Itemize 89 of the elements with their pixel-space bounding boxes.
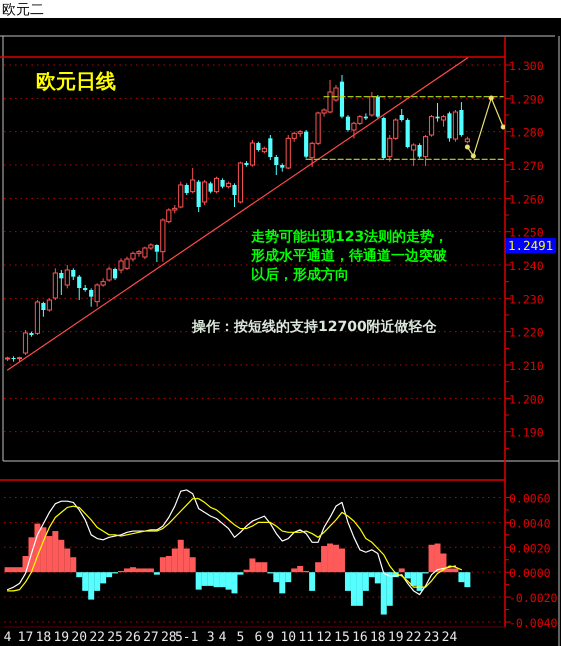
candlestick: [435, 102, 440, 122]
y-tick-label: 1.220: [509, 326, 544, 340]
candlestick: [440, 114, 446, 128]
candlestick: [89, 288, 94, 308]
x-tick-label: 25: [107, 630, 123, 645]
y-tick-label: 1.270: [509, 159, 544, 173]
y-tick-label: 0.0000: [509, 566, 551, 580]
annotation: 操作：按短线的支持12700附近做轻仓: [191, 318, 438, 335]
x-tick-label: 4: [218, 630, 227, 645]
candlestick: [274, 154, 278, 176]
x-tick-label: 5: [236, 630, 244, 645]
y-tick-label: 1.210: [509, 359, 544, 373]
bar: [309, 572, 316, 591]
point: [470, 154, 476, 158]
point: [500, 124, 505, 130]
x-tick-label: 9: [266, 630, 274, 645]
x-tick-label: 4: [4, 630, 12, 645]
x-tick-label: 6: [254, 630, 262, 645]
candlestick: [208, 181, 213, 194]
candlestick: [418, 142, 422, 159]
x-tick-label: 3: [206, 630, 215, 645]
bar: [154, 572, 160, 575]
candlestick: [214, 176, 220, 194]
candlestick: [41, 301, 46, 318]
candlestick: [232, 182, 237, 208]
candlestick: [268, 134, 272, 160]
x-tick-label: 19: [388, 630, 404, 645]
candlestick: [64, 264, 70, 289]
annotation: 走势可能出现123法则的走势，形成水平通道，待通道一边突破以后，形成方向: [250, 229, 448, 283]
candlestick: [376, 94, 380, 119]
candlestick: [178, 181, 184, 209]
y-tick-label: 1.250: [509, 226, 544, 240]
y-tick-label: 1.200: [509, 392, 544, 406]
y-tick-label: 1.190: [509, 426, 544, 440]
x-tick-label: 28: [160, 630, 177, 645]
candlestick: [71, 268, 76, 280]
candlestick: [346, 114, 350, 132]
candlestick: [154, 244, 159, 262]
candlestick: [256, 141, 260, 152]
candlestick: [46, 298, 52, 312]
y-tick-label: 0.0040: [509, 516, 551, 530]
x-tick-label: 22: [89, 630, 105, 645]
candlestick: [112, 267, 118, 280]
candlestick: [250, 140, 255, 168]
x-tick-label: 11: [298, 630, 314, 645]
chart-title: 欧元二: [2, 2, 44, 18]
candlestick: [59, 270, 64, 296]
candlestick: [77, 274, 82, 300]
y-tick-label: 1.300: [509, 59, 544, 73]
candlestick: [22, 330, 28, 356]
bar: [398, 568, 405, 572]
x-tick-label: 15: [334, 630, 350, 645]
candlestick: [422, 134, 428, 166]
candlestick: [428, 114, 434, 138]
y-tick-label: 1.230: [509, 292, 544, 306]
point: [464, 144, 470, 150]
y-tick-label: -0.0040: [509, 616, 558, 630]
candlestick: [190, 168, 196, 194]
x-tick-label: 24: [442, 630, 458, 645]
y-tick-label: 1.290: [509, 92, 544, 106]
x-tick-label: 16: [352, 630, 368, 645]
text: 1.2491: [508, 238, 554, 253]
annotation: 欧元日线: [36, 69, 116, 93]
candlestick: [184, 182, 189, 196]
x-tick-label: 18: [370, 630, 386, 645]
x-tick-label: 19: [53, 630, 70, 645]
candlestick: [220, 178, 225, 189]
y-tick-label: 1.260: [509, 192, 544, 206]
point: [488, 96, 494, 100]
y-tick-label: 0.0020: [509, 541, 551, 556]
x-tick-label: 22: [406, 630, 422, 645]
x-tick-label: 27: [143, 630, 159, 645]
x-tick-label: 26: [125, 630, 141, 645]
x-tick-label: 5-1: [174, 630, 198, 645]
candlestick: [106, 266, 112, 282]
candlestick: [400, 108, 404, 122]
y-tick-label: -0.0020: [509, 591, 558, 606]
x-tick-label: 12: [316, 630, 332, 645]
x-tick-label: 20: [71, 630, 88, 645]
y-tick-label: 0.0060: [509, 491, 551, 506]
x-tick-label: 23: [424, 630, 440, 645]
x-tick-label: 18: [36, 630, 52, 645]
x-tick-label: 10: [280, 630, 296, 645]
candlestick: [411, 142, 416, 166]
candlestick: [202, 180, 208, 206]
y-tick-label: 1.280: [509, 126, 544, 140]
candlestick: [369, 92, 374, 118]
y-tick-label: 1.240: [509, 259, 544, 273]
x-tick-label: 17: [18, 630, 34, 645]
